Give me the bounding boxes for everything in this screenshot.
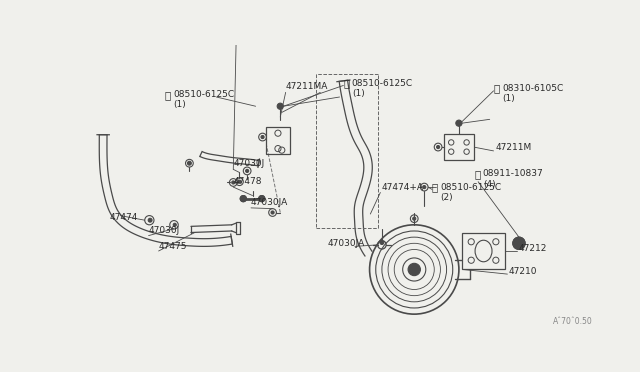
Text: Ⓢ: Ⓢ <box>164 90 171 100</box>
Circle shape <box>246 169 249 173</box>
Text: Ⓢ: Ⓢ <box>493 84 500 93</box>
Circle shape <box>279 105 282 108</box>
Circle shape <box>240 196 246 202</box>
Text: Ⓢ: Ⓢ <box>344 78 349 88</box>
Text: 08510-6125C: 08510-6125C <box>440 183 502 192</box>
Circle shape <box>380 241 384 244</box>
Circle shape <box>232 181 235 184</box>
Text: 47475: 47475 <box>159 242 187 251</box>
Circle shape <box>458 122 460 125</box>
Text: 47030JA: 47030JA <box>328 239 365 248</box>
Circle shape <box>188 161 191 165</box>
Text: Ⓝ: Ⓝ <box>474 169 481 179</box>
Circle shape <box>513 237 525 250</box>
Text: 47212: 47212 <box>518 244 547 253</box>
Text: 47478: 47478 <box>234 177 262 186</box>
Circle shape <box>271 211 274 214</box>
Circle shape <box>413 217 416 220</box>
FancyBboxPatch shape <box>462 233 505 269</box>
Circle shape <box>261 135 264 139</box>
Circle shape <box>148 218 152 222</box>
Ellipse shape <box>475 240 492 262</box>
Bar <box>266 128 289 154</box>
Circle shape <box>408 263 420 276</box>
Circle shape <box>277 103 284 109</box>
Text: 47030J: 47030J <box>148 227 180 235</box>
Text: Ⓢ: Ⓢ <box>432 182 438 192</box>
Text: 47211M: 47211M <box>495 142 531 151</box>
Circle shape <box>259 196 265 202</box>
Text: (1): (1) <box>502 94 515 103</box>
Circle shape <box>422 186 426 189</box>
Text: Aˆ70ˆ0.50: Aˆ70ˆ0.50 <box>553 317 593 326</box>
Circle shape <box>411 266 417 273</box>
Circle shape <box>436 145 440 148</box>
Text: 08310-6105C: 08310-6105C <box>502 84 563 93</box>
Text: (4): (4) <box>483 180 495 189</box>
Text: 47211MA: 47211MA <box>285 83 328 92</box>
Text: 08911-10837: 08911-10837 <box>483 170 543 179</box>
Circle shape <box>456 120 462 126</box>
FancyBboxPatch shape <box>82 45 575 331</box>
Text: 47474: 47474 <box>109 214 138 222</box>
Text: 08510-6125C: 08510-6125C <box>352 78 413 88</box>
Circle shape <box>238 180 241 183</box>
Circle shape <box>173 223 176 226</box>
Text: 47030JA: 47030JA <box>251 198 288 207</box>
Text: 47030J: 47030J <box>234 160 264 169</box>
Text: 47210: 47210 <box>509 267 538 276</box>
Text: 08510-6125C: 08510-6125C <box>173 90 234 99</box>
Text: (1): (1) <box>352 89 365 97</box>
Text: (1): (1) <box>173 100 186 109</box>
FancyBboxPatch shape <box>444 134 474 160</box>
Text: (2): (2) <box>440 193 453 202</box>
Text: 47474+A: 47474+A <box>382 183 424 192</box>
